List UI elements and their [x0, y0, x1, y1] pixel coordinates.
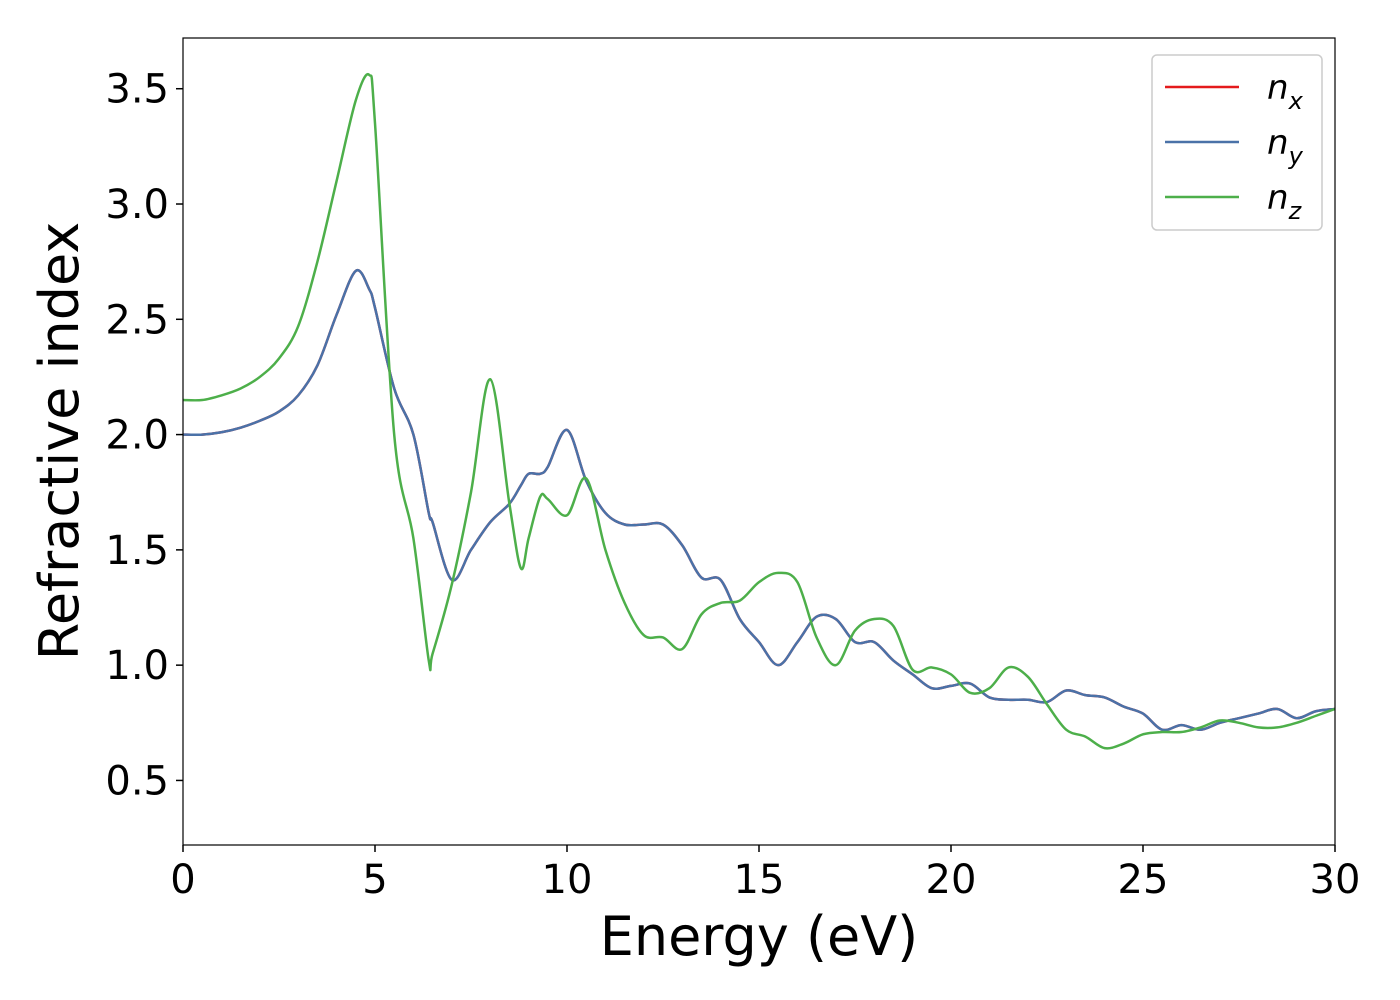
legend-label: nx — [1267, 68, 1304, 115]
y-tick-label: 2.5 — [105, 297, 169, 343]
y-tick-label: 2.0 — [105, 413, 169, 459]
y-tick-label: 0.5 — [105, 758, 169, 804]
x-tick-label: 10 — [542, 857, 593, 903]
x-tick-label: 5 — [362, 857, 387, 903]
y-tick-label: 1.0 — [105, 643, 169, 689]
line-series — [183, 72, 1335, 750]
y-tick-label: 3.0 — [105, 182, 169, 228]
x-tick-label: 15 — [734, 857, 785, 903]
x-axis-label: Energy (eV) — [600, 905, 919, 968]
line-series — [183, 268, 1335, 732]
x-tick-label: 25 — [1118, 857, 1169, 903]
line-series — [183, 268, 1335, 732]
plot-frame — [182, 37, 1336, 846]
x-tick-label: 20 — [926, 857, 977, 903]
x-tick-label: 30 — [1310, 857, 1361, 903]
legend-label: nz — [1267, 178, 1303, 225]
y-axis-label: Refractive index — [28, 222, 91, 661]
legend-label: ny — [1267, 123, 1304, 170]
y-tick-label: 1.5 — [105, 528, 169, 574]
x-tick-label: 0 — [170, 857, 195, 903]
y-tick-label: 3.5 — [105, 67, 169, 113]
